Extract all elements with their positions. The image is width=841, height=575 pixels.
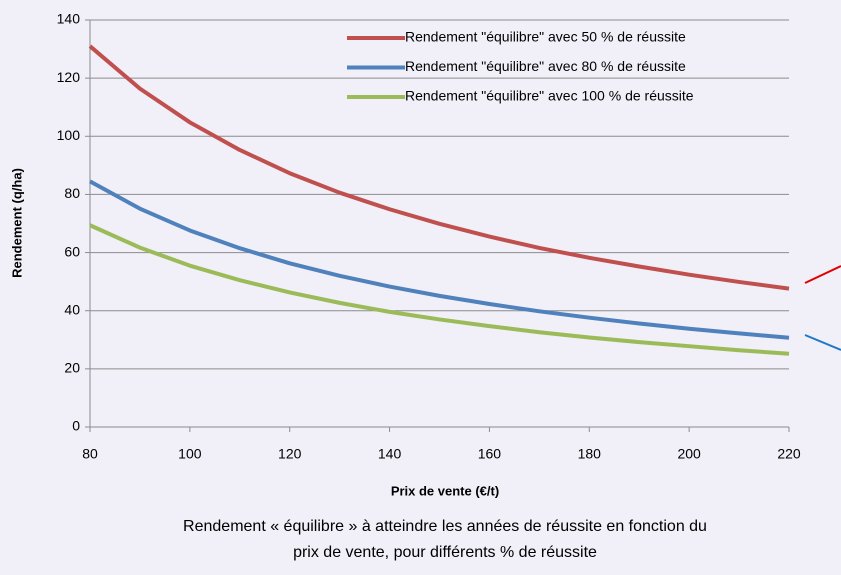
y-tick-label: 80 — [64, 185, 80, 201]
y-tick-label: 100 — [57, 127, 81, 143]
arrow-red — [804, 265, 841, 284]
caption: Rendement « équilibre » à atteindre les … — [183, 518, 707, 535]
y-tick-label: 60 — [64, 243, 80, 259]
series-line — [88, 44, 790, 291]
legend-label: Rendement "équilibre" avec 80 % de réuss… — [405, 58, 686, 74]
legend-label: Rendement "équilibre" avec 100 % de réus… — [405, 88, 694, 104]
y-tick-label: 40 — [64, 301, 80, 317]
x-axis-label: Prix de vente (€/t) — [391, 483, 499, 498]
series-line — [89, 223, 790, 356]
y-tick-label: 0 — [72, 418, 80, 434]
x-tick-label: 140 — [378, 446, 402, 462]
x-tick-label: 80 — [82, 446, 98, 462]
x-tick-label: 160 — [478, 446, 502, 462]
caption: prix de vente, pour différents % de réus… — [293, 544, 597, 561]
x-tick-label: 220 — [777, 446, 801, 462]
y-tick-label: 120 — [57, 69, 81, 85]
y-tick-label: 140 — [57, 11, 81, 27]
x-tick-label: 200 — [677, 446, 701, 462]
arrow-blue — [804, 334, 841, 351]
legend-label: Rendement "équilibre" avec 50 % de réuss… — [405, 29, 686, 45]
series-line — [89, 179, 790, 340]
y-tick-label: 20 — [64, 360, 80, 376]
x-tick-label: 100 — [178, 446, 202, 462]
y-axis-label: Rendement (q/ha) — [9, 168, 24, 278]
x-tick-label: 120 — [278, 446, 302, 462]
x-tick-label: 180 — [578, 446, 602, 462]
